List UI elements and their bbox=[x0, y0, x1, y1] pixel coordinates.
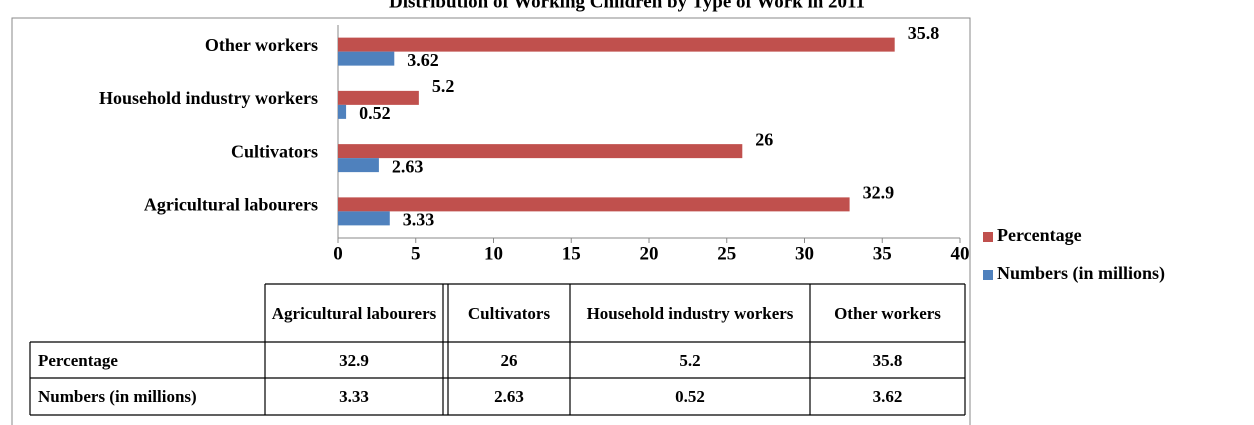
bar bbox=[338, 197, 850, 212]
table-header: Agricultural labourers bbox=[271, 303, 437, 323]
table-header: Household industry workers bbox=[586, 303, 794, 323]
table-cell: 5.2 bbox=[679, 350, 701, 370]
table-header: Agricultural labourers bbox=[271, 303, 437, 323]
data-label: 26 bbox=[755, 129, 773, 149]
table-header: Cultivators bbox=[467, 303, 551, 323]
table-row-header: Numbers (in millions) bbox=[38, 387, 197, 406]
data-label: 5.2 bbox=[432, 76, 455, 96]
legend-swatch bbox=[983, 232, 993, 242]
bar bbox=[338, 104, 347, 119]
table-cell: 3.62 bbox=[872, 387, 903, 406]
data-label: 3.62 bbox=[407, 50, 439, 70]
data-label: 2.63 bbox=[392, 156, 424, 176]
legend-swatch bbox=[983, 270, 993, 280]
chart-title: Distribution of Working Children by Type… bbox=[389, 0, 865, 12]
data-label: 0.52 bbox=[359, 103, 391, 123]
legend-label: Numbers (in millions) bbox=[997, 263, 1165, 284]
bar bbox=[338, 158, 379, 173]
x-tick-label: 35 bbox=[873, 243, 892, 264]
y-tick-label: Other workers bbox=[205, 35, 318, 55]
x-tick-label: 20 bbox=[640, 243, 659, 264]
table-cell: 0.52 bbox=[675, 387, 705, 406]
table-header: Other workers bbox=[834, 303, 941, 323]
table-row-header: Numbers (in millions) bbox=[38, 387, 197, 406]
x-tick-label: 15 bbox=[562, 243, 581, 264]
table-cell: 3.62 bbox=[872, 387, 903, 406]
legend-label: Percentage bbox=[997, 225, 1082, 245]
data-label: 32.9 bbox=[863, 183, 895, 203]
y-tick-label: Household industry workers bbox=[99, 88, 318, 108]
bar bbox=[338, 211, 390, 226]
table-header: Other workers bbox=[834, 303, 941, 323]
table-header: Household industry workers bbox=[586, 303, 794, 323]
table-cell: 3.33 bbox=[339, 387, 369, 406]
x-tick-label: 5 bbox=[411, 243, 421, 264]
y-tick-label: Cultivators bbox=[231, 141, 318, 161]
table-cell: 26 bbox=[500, 350, 518, 370]
bar bbox=[338, 90, 419, 105]
table-row-header: Percentage bbox=[38, 350, 118, 370]
x-tick-label: 10 bbox=[484, 243, 503, 264]
table-header: Cultivators bbox=[467, 303, 551, 323]
x-tick-label: 30 bbox=[795, 243, 814, 264]
table-cell: 2.63 bbox=[494, 387, 524, 406]
table-cell: 32.9 bbox=[339, 350, 369, 370]
table-cell: 35.8 bbox=[872, 350, 903, 370]
bar bbox=[338, 144, 743, 159]
table-cell: 3.33 bbox=[339, 387, 369, 406]
x-tick-label: 0 bbox=[333, 243, 343, 264]
table-cell: 0.52 bbox=[675, 387, 705, 406]
bar bbox=[338, 37, 895, 52]
table-cell: 32.9 bbox=[339, 350, 369, 370]
table-row-header: Percentage bbox=[38, 350, 118, 370]
x-tick-label: 25 bbox=[717, 243, 736, 264]
x-tick-label: 40 bbox=[951, 243, 970, 264]
table-cell: 35.8 bbox=[872, 350, 903, 370]
chart-border bbox=[11, 17, 971, 425]
data-label: 35.8 bbox=[908, 23, 940, 43]
data-label: 3.33 bbox=[403, 210, 435, 230]
table-cell: 26 bbox=[500, 350, 518, 370]
bar bbox=[338, 51, 395, 66]
table-cell: 2.63 bbox=[494, 387, 524, 406]
table-cell: 5.2 bbox=[679, 350, 701, 370]
y-tick-label: Agricultural labourers bbox=[144, 195, 318, 215]
